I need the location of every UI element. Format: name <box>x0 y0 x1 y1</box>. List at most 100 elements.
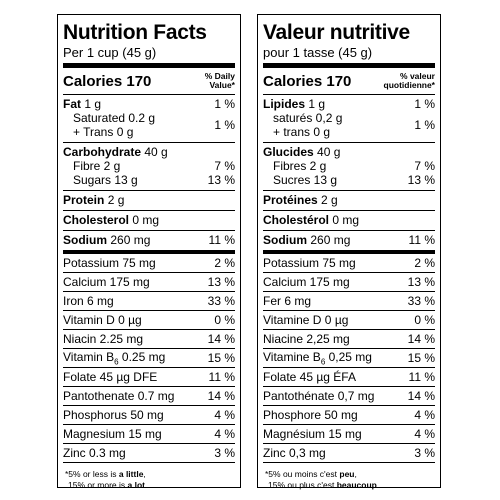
dv-heading: % valeur quotidienne* <box>384 72 435 90</box>
nutrient-label: Carbohydrate 40 g <box>63 145 168 159</box>
nutrient-line: Saturated 0.2 g <box>73 111 156 125</box>
footnote-text: a little <box>118 469 144 479</box>
nutrient-label: Fibre 2 g <box>63 159 120 173</box>
mineral-row: Potassium 75 mg 2 % <box>63 254 235 273</box>
mineral-row: Fer 6 mg 33 % <box>263 292 435 311</box>
nutrient-row: Protéines 2 g <box>263 193 435 207</box>
footnote-line: *5% or less is a little, <box>65 469 235 480</box>
serving: pour 1 tasse (45 g) <box>263 45 435 68</box>
daily-value: 13 % <box>207 173 235 187</box>
daily-value: 15 % <box>207 351 235 365</box>
nutrient-row: Fibre 2 g 7 % <box>63 159 235 173</box>
nutrient-label: Sodium 260 mg <box>263 233 350 247</box>
nutrient-label: Cholestérol 0 mg <box>263 213 359 227</box>
mineral-name: Pantothénate 0,7 mg <box>263 389 375 403</box>
title: Nutrition Facts <box>63 21 207 44</box>
mineral-label: Vitamin B6 0.25 mg <box>63 350 165 366</box>
mineral-label: Magnésium 15 mg <box>263 427 362 441</box>
mineral-label: Calcium 175 mg <box>263 275 350 289</box>
nutrient-amount: 1 g <box>84 97 102 111</box>
mineral-row: Niacin 2.25 mg 14 % <box>63 330 235 349</box>
nutrient-group: Sodium 260 mg 11 % <box>63 231 235 254</box>
daily-value: 0 % <box>214 313 235 327</box>
mineral-name: Magnésium 15 mg <box>263 427 362 441</box>
mineral-name: Zinc 0.3 mg <box>63 446 126 460</box>
mineral-name: Potassium 75 mg <box>63 256 156 270</box>
nutrient-row: Sucres 13 g 13 % <box>263 173 435 187</box>
mineral-row: Niacine 2,25 mg 14 % <box>263 330 435 349</box>
panel-fr: Valeur nutritive pour 1 tasse (45 g) Calor… <box>257 14 441 490</box>
serving: Per 1 cup (45 g) <box>63 45 235 68</box>
mineral-row: Folate 45 µg DFE 11 % <box>63 368 235 387</box>
mineral-name: Niacine 2,25 mg <box>263 332 350 346</box>
mineral-name: Iron 6 mg <box>63 294 114 308</box>
dv-heading-line: % Daily <box>204 71 235 81</box>
nutrient-label: Fibres 2 g <box>263 159 326 173</box>
nutrient-label: Sodium 260 mg <box>63 233 150 247</box>
mineral-name: Vitamin B <box>63 349 115 364</box>
mineral-label: Phosphorus 50 mg <box>63 408 164 422</box>
mineral-row: Calcium 175 mg 13 % <box>263 273 435 292</box>
daily-value: 14 % <box>207 389 235 403</box>
mineral-label: Vitamine B6 0,25 mg <box>263 350 372 366</box>
dv-heading-line: % valeur <box>400 71 435 81</box>
mineral-name: Calcium 175 mg <box>63 275 150 289</box>
nutrient-name: Lipides <box>263 97 306 111</box>
mineral-row: Phosphorus 50 mg 4 % <box>63 406 235 425</box>
mineral-name: Potassium 75 mg <box>263 256 356 270</box>
footnote-text: , <box>143 469 146 479</box>
nutrient-line: Sugars 13 g <box>73 173 138 187</box>
daily-value: 13 % <box>207 275 235 289</box>
nutrient-line: Fibres 2 g <box>273 159 327 173</box>
nutrient-group: Protéines 2 g <box>263 191 435 211</box>
daily-value: 13 % <box>407 173 435 187</box>
daily-value: 14 % <box>407 332 435 346</box>
mineral-name: Phosphorus 50 mg <box>63 408 164 422</box>
footnote-text: peu <box>339 469 355 479</box>
mineral-name: Fer 6 mg <box>263 294 312 308</box>
nutrient-group: Glucides 40 g Fibres 2 g 7 % Sucres 13 g 13 … <box>263 143 435 191</box>
daily-value: 3 % <box>214 446 235 460</box>
nutrient-label: Lipides 1 g <box>263 97 325 111</box>
footnote-text: *5% ou moins c'est <box>265 469 340 479</box>
mineral-label: Folate 45 µg DFE <box>63 370 157 384</box>
nutrient-label: Protéines 2 g <box>263 193 338 207</box>
nutrient-row: Lipides 1 g 1 % <box>263 97 435 111</box>
mineral-row: Zinc 0.3 mg 3 % <box>63 444 235 463</box>
mineral-row: Magnésium 15 mg 4 % <box>263 425 435 444</box>
nutrient-line: + Trans 0 g <box>73 125 134 139</box>
daily-value: 11 % <box>408 233 435 247</box>
nutrient-amount: 2 g <box>321 193 338 207</box>
daily-value: 14 % <box>407 389 435 403</box>
mineral-label: Iron 6 mg <box>63 294 114 308</box>
nutrient-line: Sucres 13 g <box>273 173 338 187</box>
mineral-row: Pantothenate 0.7 mg 14 % <box>63 387 235 406</box>
nutrient-amount: 260 mg <box>310 233 351 247</box>
dv-heading-line: Value* <box>209 80 235 90</box>
mineral-row: Folate 45 µg ÉFA 11 % <box>263 368 435 387</box>
mineral-name: Vitamine B <box>263 349 321 364</box>
mineral-row: Vitamine B6 0,25 mg 15 % <box>263 349 435 368</box>
mineral-row: Calcium 175 mg 13 % <box>63 273 235 292</box>
daily-value: 0 % <box>414 313 435 327</box>
footnote-line: *5% ou moins c'est peu, <box>265 469 435 480</box>
mineral-name: Phosphore 50 mg <box>263 408 358 422</box>
daily-value: 14 % <box>207 332 235 346</box>
nutrient-row: Fibres 2 g 7 % <box>263 159 435 173</box>
footnote-text: 15% or more is <box>68 480 128 490</box>
mineral-row: Phosphore 50 mg 4 % <box>263 406 435 425</box>
mineral-name: Vitamin D 0 µg <box>63 313 142 327</box>
subscript: 6 <box>320 357 326 367</box>
nutrient-amount: 0 mg <box>132 213 160 227</box>
daily-value: 33 % <box>207 294 235 308</box>
footnote-text: 15% ou plus c'est <box>268 480 337 490</box>
mineral-row: Iron 6 mg 33 % <box>63 292 235 311</box>
nutrient-group: Protein 2 g <box>63 191 235 211</box>
nutrient-row: Cholestérol 0 mg <box>263 213 435 227</box>
daily-value: 11 % <box>208 370 235 384</box>
nutrient-row: Sodium 260 mg 11 % <box>263 233 435 247</box>
nutrient-label: Protein 2 g <box>63 193 124 207</box>
